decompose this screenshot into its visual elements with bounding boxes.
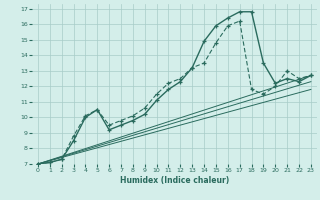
X-axis label: Humidex (Indice chaleur): Humidex (Indice chaleur) (120, 176, 229, 185)
